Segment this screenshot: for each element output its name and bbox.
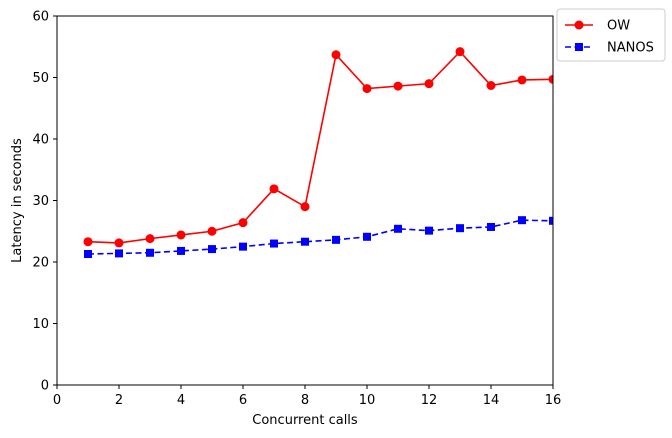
data-point-nanos — [270, 239, 278, 248]
x-tick-label: 16 — [545, 393, 562, 408]
data-point-ow — [517, 75, 527, 85]
data-point-nanos — [239, 242, 247, 251]
legend-box — [556, 8, 666, 62]
x-tick-label: 8 — [301, 393, 309, 408]
data-point-nanos — [487, 222, 495, 231]
data-point-ow — [145, 234, 155, 244]
data-point-ow — [548, 74, 553, 84]
y-axis-label: Latency in seconds — [10, 138, 25, 263]
legend: OW NANOS — [556, 8, 666, 62]
data-point-nanos — [84, 250, 92, 259]
data-point-nanos — [518, 216, 526, 225]
data-point-nanos — [177, 246, 185, 255]
data-point-ow — [331, 50, 341, 60]
data-point-ow — [362, 84, 372, 94]
data-point-nanos — [425, 226, 433, 235]
series-line-nanos — [87, 219, 553, 255]
legend-label-ow: OW — [607, 19, 630, 34]
data-point-nanos — [146, 248, 154, 257]
series-line-ow — [87, 50, 553, 244]
x-axis-label: Concurrent calls — [252, 413, 358, 428]
series-ow — [83, 47, 553, 248]
data-point-nanos — [208, 245, 216, 254]
legend-marker-ow — [574, 20, 584, 30]
data-point-nanos — [363, 232, 371, 241]
data-point-ow — [176, 230, 186, 240]
data-point-nanos — [301, 237, 309, 246]
legend-label-nanos: NANOS — [607, 41, 654, 56]
y-tick-label: 0 — [41, 379, 49, 394]
y-tick-label: 60 — [32, 10, 49, 25]
data-point-ow — [486, 80, 496, 90]
x-tick-label: 10 — [359, 393, 376, 408]
y-tick-label: 30 — [32, 194, 49, 209]
x-tick-label: 2 — [115, 393, 123, 408]
data-point-ow — [207, 226, 217, 236]
data-point-ow — [269, 184, 279, 194]
x-tick-label: 4 — [177, 393, 185, 408]
data-point-ow — [424, 79, 434, 89]
y-tick-label: 10 — [32, 317, 49, 332]
data-point-ow — [393, 81, 403, 91]
legend-item-nanos: NANOS — [565, 41, 654, 56]
y-tick-label: 20 — [32, 256, 49, 271]
data-point-nanos — [115, 249, 123, 258]
axes: 0 2 4 6 8 10 12 14 16 0 10 20 30 40 50 60 — [32, 10, 561, 409]
series-nanos — [84, 216, 553, 259]
data-point-ow — [300, 202, 310, 212]
data-point-ow — [238, 218, 248, 228]
y-tick-label: 40 — [32, 133, 49, 148]
data-point-nanos — [394, 224, 402, 233]
legend-marker-nanos — [575, 43, 583, 51]
x-tick-label: 12 — [421, 393, 438, 408]
data-point-ow — [114, 238, 124, 248]
data-point-nanos — [332, 235, 340, 244]
legend-item-ow: OW — [565, 19, 630, 34]
x-tick-label: 14 — [483, 393, 500, 408]
plot-area — [83, 47, 553, 259]
data-point-ow — [83, 237, 93, 247]
x-tick-label: 0 — [53, 393, 61, 408]
data-point-nanos — [456, 224, 464, 233]
x-tick-label: 6 — [239, 393, 247, 408]
y-tick-label: 50 — [32, 71, 49, 86]
data-point-ow — [455, 47, 465, 57]
data-point-nanos — [549, 216, 553, 225]
